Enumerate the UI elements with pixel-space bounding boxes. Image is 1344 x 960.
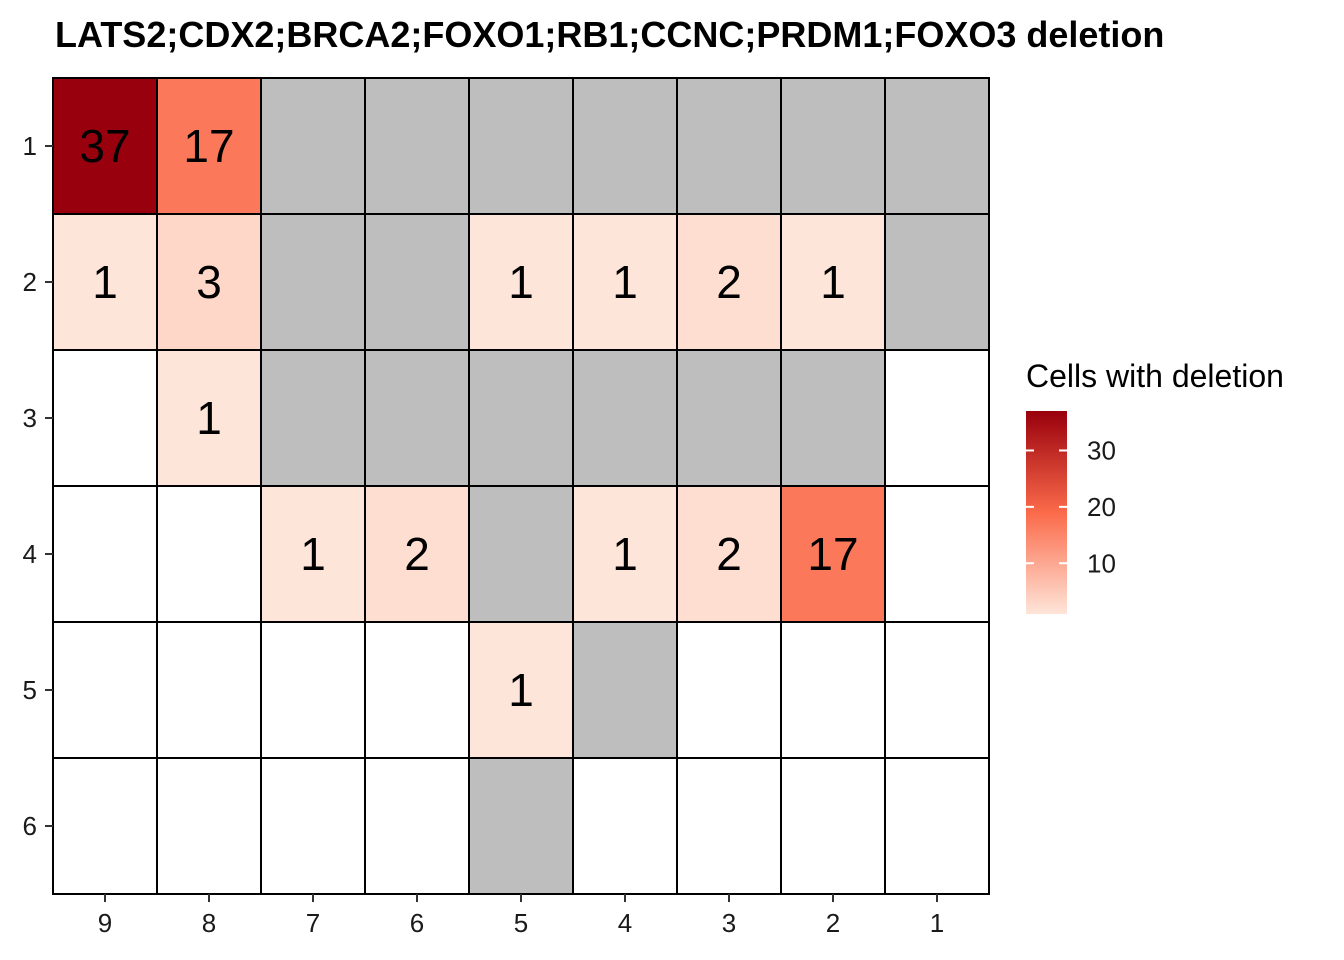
heatmap-cell bbox=[468, 349, 574, 487]
x-tick-label: 2 bbox=[826, 908, 840, 938]
x-tick-label: 7 bbox=[306, 908, 320, 938]
heatmap-cell bbox=[260, 621, 366, 759]
heatmap-cell bbox=[156, 485, 262, 623]
legend-colorbar bbox=[1026, 411, 1067, 614]
heatmap-cell bbox=[52, 485, 158, 623]
heatmap-cell bbox=[364, 621, 470, 759]
x-tick-label: 4 bbox=[618, 908, 632, 938]
heatmap-cell bbox=[884, 77, 990, 215]
x-tick-label: 9 bbox=[98, 908, 112, 938]
color-legend: Cells with deletion 30 20 10 bbox=[1026, 358, 1284, 614]
heatmap-cell bbox=[52, 757, 158, 895]
cell-value-label: 1 bbox=[612, 528, 638, 580]
x-tick-label: 6 bbox=[410, 908, 424, 938]
cell-value-label: 2 bbox=[716, 528, 742, 580]
heatmap-cell bbox=[780, 757, 886, 895]
heatmap-cell bbox=[780, 349, 886, 487]
y-tick-label: 2 bbox=[23, 267, 37, 297]
legend-tick-label: 10 bbox=[1087, 548, 1116, 578]
heatmap-cell bbox=[572, 621, 678, 759]
heatmap-cell bbox=[260, 485, 366, 623]
y-tick-label: 3 bbox=[23, 403, 37, 433]
heatmap-cell bbox=[260, 349, 366, 487]
heatmap-cell bbox=[52, 213, 158, 351]
heatmap-cell bbox=[156, 757, 262, 895]
cell-value-label: 1 bbox=[820, 256, 846, 308]
heatmap-cell bbox=[884, 757, 990, 895]
heatmap-cell bbox=[52, 349, 158, 487]
heatmap-cell bbox=[572, 349, 678, 487]
cell-value-label: 1 bbox=[300, 528, 326, 580]
heatmap-cell bbox=[676, 77, 782, 215]
heatmap-cell bbox=[884, 485, 990, 623]
heatmap-cell bbox=[364, 213, 470, 351]
heatmap-cell bbox=[468, 621, 574, 759]
chart-title: LATS2;CDX2;BRCA2;FOXO1;RB1;CCNC;PRDM1;FO… bbox=[55, 14, 1165, 55]
legend-title: Cells with deletion bbox=[1026, 358, 1284, 394]
heatmap-cell bbox=[676, 485, 782, 623]
cell-value-label: 3 bbox=[196, 256, 222, 308]
heatmap-cell bbox=[780, 77, 886, 215]
legend-tick-label: 30 bbox=[1087, 435, 1116, 465]
heatmap-cell bbox=[468, 77, 574, 215]
y-tick-label: 1 bbox=[23, 131, 37, 161]
y-tick-label: 5 bbox=[23, 675, 37, 705]
heatmap-cell bbox=[884, 213, 990, 351]
heatmap-cell bbox=[676, 757, 782, 895]
cell-value-label: 1 bbox=[196, 392, 222, 444]
y-tick-label: 6 bbox=[23, 811, 37, 841]
cell-value-label: 2 bbox=[404, 528, 430, 580]
y-tick-label: 4 bbox=[23, 539, 37, 569]
heatmap-cell bbox=[884, 349, 990, 487]
cell-value-label: 1 bbox=[612, 256, 638, 308]
cell-value-label: 1 bbox=[508, 256, 534, 308]
x-tick-label: 3 bbox=[722, 908, 736, 938]
heatmap-cell bbox=[884, 621, 990, 759]
heatmap-cell bbox=[676, 349, 782, 487]
heatmap-cell bbox=[260, 757, 366, 895]
x-tick-label: 5 bbox=[514, 908, 528, 938]
cell-value-label: 17 bbox=[183, 120, 234, 172]
heatmap-cell bbox=[676, 621, 782, 759]
cell-value-label: 37 bbox=[79, 120, 130, 172]
heatmap-cell bbox=[780, 621, 886, 759]
heatmap-cell bbox=[156, 349, 262, 487]
cell-value-label: 2 bbox=[716, 256, 742, 308]
cell-value-label: 1 bbox=[508, 664, 534, 716]
heatmap-cell bbox=[156, 621, 262, 759]
heatmap-cell bbox=[156, 77, 262, 215]
x-tick-label: 8 bbox=[202, 908, 216, 938]
heatmap-cell bbox=[780, 213, 886, 351]
heatmap-cell bbox=[260, 77, 366, 215]
heatmap-cell bbox=[468, 485, 574, 623]
heatmap-cell bbox=[364, 349, 470, 487]
x-tick-label: 1 bbox=[930, 908, 944, 938]
heatmap-cell bbox=[572, 757, 678, 895]
heatmap-cells: 37 17 1 3 1 1 2 1 1 1 2 1 2 17 1 bbox=[52, 77, 990, 895]
heatmap-cell bbox=[260, 213, 366, 351]
heatmap-cell bbox=[364, 757, 470, 895]
heatmap-cell bbox=[52, 77, 158, 215]
cell-value-label: 1 bbox=[92, 256, 118, 308]
heatmap-cell bbox=[364, 77, 470, 215]
cell-value-label: 17 bbox=[807, 528, 858, 580]
heatmap-cell bbox=[52, 621, 158, 759]
heatmap-cell bbox=[468, 757, 574, 895]
heatmap-cell bbox=[572, 485, 678, 623]
legend-tick-label: 20 bbox=[1087, 492, 1116, 522]
heatmap-cell bbox=[780, 485, 886, 623]
heatmap-axes: 9 8 7 6 5 4 3 2 1 1 2 3 4 5 6 bbox=[23, 78, 989, 938]
heatmap-cell bbox=[572, 77, 678, 215]
